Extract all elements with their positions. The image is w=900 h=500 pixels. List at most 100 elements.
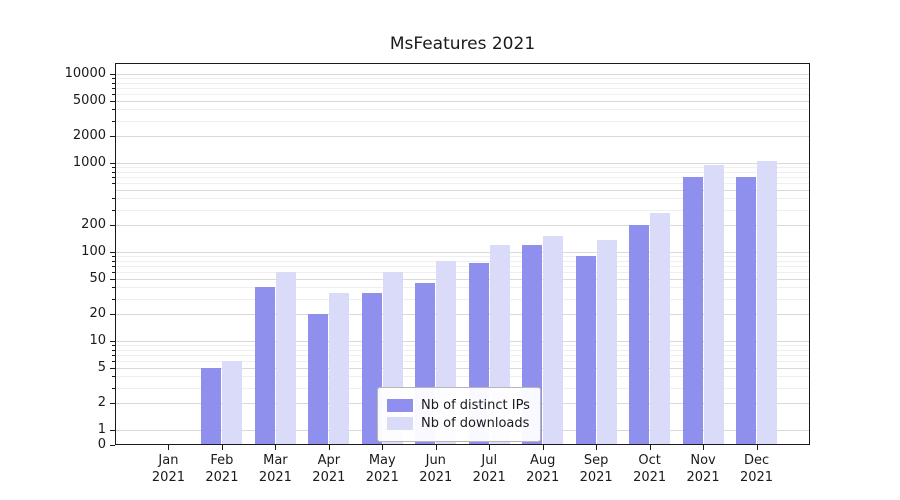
y-tick-mark-minor xyxy=(112,120,115,122)
x-tick-month: Jul xyxy=(481,453,498,468)
x-tick-year: 2021 xyxy=(205,470,239,485)
x-tick-year: 2021 xyxy=(365,470,399,485)
bar-downloads-feb xyxy=(222,360,243,445)
x-tick-year: 2021 xyxy=(686,470,720,485)
gridline-minor xyxy=(115,167,810,169)
bar-downloads-sep xyxy=(596,240,617,445)
y-tick-mark-minor xyxy=(112,182,115,184)
y-tick-label-100: 100 xyxy=(81,244,106,259)
y-tick-label-10000: 10000 xyxy=(64,66,106,81)
x-tick-month: Jan xyxy=(158,453,179,468)
gridline-minor xyxy=(115,109,810,111)
bar-downloads-aug xyxy=(543,236,564,445)
gridline-minor xyxy=(115,256,810,258)
y-tick-label-200: 200 xyxy=(81,217,106,233)
x-tick-label-jul: Jul 2021 xyxy=(449,452,529,486)
gridline-minor xyxy=(115,376,810,378)
bar-downloads-mar xyxy=(275,271,296,445)
gridline-minor xyxy=(115,93,810,95)
gridline-minor xyxy=(115,345,810,347)
y-tick-mark xyxy=(110,100,115,102)
y-tick-label-1: 1 xyxy=(97,422,106,437)
y-tick-mark xyxy=(110,341,115,342)
gridline-minor xyxy=(115,209,810,211)
legend-swatch-downloads xyxy=(387,417,413,430)
y-tick-mark-minor xyxy=(112,176,115,178)
gridline-major xyxy=(115,136,810,138)
legend-label-distinct-ips: Nb of distinct IPs xyxy=(421,398,530,413)
gridline-major xyxy=(115,341,810,342)
bar-distinct-ips-mar xyxy=(254,287,275,445)
x-tick-label-sep: Sep 2021 xyxy=(556,452,636,486)
y-tick-label-5000: 5000 xyxy=(72,92,106,108)
x-tick-month: Dec xyxy=(743,453,770,468)
bar-downloads-oct xyxy=(650,212,671,445)
x-tick-mark xyxy=(489,445,491,450)
y-tick-mark-minor xyxy=(112,287,115,289)
x-tick-mark xyxy=(168,445,170,450)
y-tick-mark-minor xyxy=(112,260,115,262)
gridline-minor xyxy=(115,78,810,80)
x-tick-label-may: May 2021 xyxy=(342,452,422,486)
x-tick-month: Sep xyxy=(583,453,609,468)
gridline-minor xyxy=(115,82,810,84)
y-tick-mark-minor xyxy=(112,109,115,111)
x-tick-month: May xyxy=(368,453,396,468)
y-tick-mark-minor xyxy=(112,256,115,258)
legend: Nb of distinct IPs Nb of downloads xyxy=(377,387,541,442)
x-tick-mark xyxy=(649,445,651,450)
gridline-major xyxy=(115,225,810,227)
y-tick-mark xyxy=(110,445,115,446)
legend-item-distinct-ips: Nb of distinct IPs xyxy=(387,398,530,413)
x-tick-mark xyxy=(542,445,544,450)
y-tick-mark-minor xyxy=(112,345,115,347)
gridline-major xyxy=(115,278,810,280)
x-tick-year: 2021 xyxy=(419,470,453,485)
y-tick-mark xyxy=(110,163,115,164)
x-tick-label-feb: Feb 2021 xyxy=(182,452,262,486)
y-tick-mark-minor xyxy=(112,93,115,95)
bar-distinct-ips-nov xyxy=(682,176,703,445)
gridline-minor xyxy=(115,87,810,89)
bar-distinct-ips-sep xyxy=(575,256,596,445)
y-tick-mark-minor xyxy=(112,271,115,273)
x-tick-mark xyxy=(435,445,437,450)
x-tick-year: 2021 xyxy=(526,470,560,485)
x-tick-mark xyxy=(756,445,758,450)
gridline-minor xyxy=(115,198,810,200)
x-tick-mark xyxy=(703,445,705,450)
y-tick-mark xyxy=(110,278,115,280)
gridline-minor xyxy=(115,354,810,356)
x-tick-label-jan: Jan 2021 xyxy=(128,452,208,486)
bar-downloads-dec xyxy=(757,161,778,445)
y-tick-mark-minor xyxy=(112,360,115,362)
legend-swatch-distinct-ips xyxy=(387,399,413,412)
y-tick-label-50: 50 xyxy=(89,270,106,286)
y-tick-mark-minor xyxy=(112,167,115,169)
x-tick-label-apr: Apr 2021 xyxy=(289,452,369,486)
y-tick-label-10: 10 xyxy=(89,333,106,348)
x-tick-month: Oct xyxy=(638,453,661,468)
y-tick-mark-minor xyxy=(112,265,115,267)
y-tick-mark-minor xyxy=(112,171,115,173)
x-tick-month: Jun xyxy=(425,453,446,468)
x-tick-year: 2021 xyxy=(579,470,613,485)
gridline-major xyxy=(115,189,810,191)
y-tick-mark-minor xyxy=(112,354,115,356)
x-tick-label-aug: Aug 2021 xyxy=(503,452,583,486)
legend-item-downloads: Nb of downloads xyxy=(387,416,530,431)
y-tick-mark xyxy=(110,225,115,227)
x-tick-label-nov: Nov 2021 xyxy=(663,452,743,486)
bar-downloads-nov xyxy=(703,164,724,445)
y-tick-mark xyxy=(110,430,115,431)
y-tick-mark xyxy=(110,367,115,369)
gridline-major xyxy=(115,252,810,253)
gridline-major xyxy=(115,367,810,369)
x-tick-label-mar: Mar 2021 xyxy=(235,452,315,486)
bar-distinct-ips-apr xyxy=(308,314,329,445)
gridline-minor xyxy=(115,298,810,300)
x-tick-year: 2021 xyxy=(739,470,774,485)
y-tick-label-2000: 2000 xyxy=(72,128,106,144)
x-tick-month: Mar xyxy=(263,453,288,468)
x-tick-label-oct: Oct 2021 xyxy=(610,452,690,486)
